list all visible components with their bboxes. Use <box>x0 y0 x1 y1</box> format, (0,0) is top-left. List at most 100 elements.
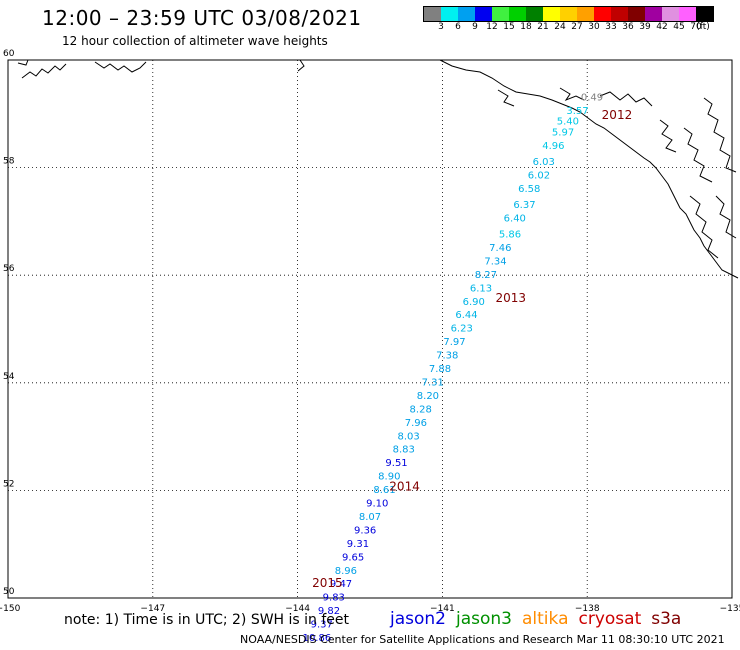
wave-height-value: 8.61 <box>373 485 395 496</box>
colorbar-label: 3 <box>438 22 444 32</box>
hour-label: 2014 <box>389 479 420 493</box>
lon-tick-label: −144 <box>285 604 310 614</box>
wave-height-value: 8.96 <box>335 566 357 577</box>
wave-height-value: 6.03 <box>533 157 555 168</box>
lat-tick-label: 50 <box>3 587 15 597</box>
coast-inlet <box>599 91 653 107</box>
colorbar-swatch <box>577 7 594 21</box>
wave-height-value: 5.40 <box>557 117 579 128</box>
wave-height-value: 8.03 <box>397 431 419 442</box>
wave-height-value: 6.90 <box>463 297 485 308</box>
colorbar-swatch <box>458 7 475 21</box>
colorbar-label: 9 <box>472 22 478 32</box>
wave-height-value: 8.20 <box>417 391 439 402</box>
colorbar-swatch <box>679 7 696 21</box>
wave-height-value: 6.40 <box>504 213 526 224</box>
colorbar-swatch <box>492 7 509 21</box>
wave-height-value: 7.96 <box>405 418 427 429</box>
colorbar-labels: 3 6 9 12 15 18 21 24 27 30 33 36 39 42 45 70 (ft) <box>423 22 733 34</box>
colorbar-swatch <box>509 7 526 21</box>
colorbar-label: 24 <box>554 22 566 32</box>
colorbar-label: 21 <box>537 22 549 32</box>
colorbar-label: 36 <box>622 22 634 32</box>
colorbar-label: 33 <box>605 22 617 32</box>
coast-island-fragment <box>297 59 305 72</box>
wave-height-value: 7.34 <box>484 256 506 267</box>
coast-southeast-islands <box>659 119 677 153</box>
hour-labels: 2012 2013 2014 2015 <box>312 108 632 590</box>
wave-height-value: 9.36 <box>354 525 376 536</box>
colorbar-swatch <box>543 7 560 21</box>
wave-height-value: 8.27 <box>475 270 497 281</box>
wave-height-value: 6.02 <box>528 170 550 181</box>
mission-label: cryosat <box>578 609 642 629</box>
colorbar-label: 27 <box>571 22 583 32</box>
wave-height-value: 7.88 <box>429 364 451 375</box>
coast-gulf-of-alaska <box>439 59 739 279</box>
wave-height-value: 9.31 <box>347 539 369 550</box>
coast-southeast-islands <box>689 195 719 259</box>
colorbar-swatch <box>424 7 441 21</box>
map-grid: −150 −147 −144 −141 −138 −135 50 52 54 56 58 60 <box>0 49 740 614</box>
colorbar-swatch <box>475 7 492 21</box>
wave-height-value: 7.97 <box>443 337 465 348</box>
hour-label: 2012 <box>602 108 633 122</box>
map-frame <box>7 59 733 599</box>
wave-height-value: 10.86 <box>303 633 332 644</box>
colorbar-swatch <box>662 7 679 21</box>
lat-tick-label: 54 <box>3 372 15 382</box>
lon-tick-label: −135 <box>720 604 740 614</box>
colorbar-swatch <box>560 7 577 21</box>
coast-west-fragment <box>21 63 67 79</box>
wave-height-value: 8.90 <box>378 472 400 483</box>
colorbar-label: 30 <box>588 22 600 32</box>
colorbar-label: 70 <box>690 22 702 32</box>
colorbar-label: 39 <box>639 22 651 32</box>
wave-height-value: 9.83 <box>323 593 345 604</box>
coast-inlet <box>559 87 585 102</box>
hour-label: 2015 <box>312 576 343 590</box>
lat-tick-label: 52 <box>3 479 14 489</box>
wave-height-value: 5.97 <box>552 127 574 138</box>
lon-tick-label: −138 <box>575 604 600 614</box>
wave-height-value: 9.51 <box>385 458 407 469</box>
lon-tick-label: −147 <box>140 604 165 614</box>
wave-height-value: 9.47 <box>330 579 352 590</box>
colorbar-label: 42 <box>656 22 668 32</box>
lat-tick-label: 60 <box>3 49 15 59</box>
colorbar-label: 12 <box>486 22 498 32</box>
wave-height-value: 8.28 <box>410 404 432 415</box>
colorbar-swatch <box>645 7 662 21</box>
alaska-coastline <box>17 59 739 279</box>
lon-tick-label: −150 <box>0 604 21 614</box>
lat-tick-label: 58 <box>3 157 15 167</box>
coast-southeast-mainland <box>703 97 737 173</box>
lat-tick-label: 56 <box>3 264 15 274</box>
wave-height-value: 6.23 <box>451 324 473 335</box>
wave-height-value: 7.38 <box>436 351 458 362</box>
wave-height-value: 6.58 <box>518 184 540 195</box>
page-title: 12:00 – 23:59 UTC 03/08/2021 <box>42 6 362 30</box>
colorbar-swatch <box>611 7 628 21</box>
wave-height-value: 8.07 <box>359 512 381 523</box>
colorbar-swatch <box>594 7 611 21</box>
wave-height-value: 6.37 <box>513 200 535 211</box>
coast-southeast-islands <box>683 127 713 183</box>
hour-label: 2013 <box>495 291 526 305</box>
wave-height-value: 5.86 <box>499 230 521 241</box>
mission-label: s3a <box>651 609 682 629</box>
wave-height-value: 3.57 <box>566 106 588 117</box>
coast-west-fragment <box>17 59 29 66</box>
page-subtitle: 12 hour collection of altimeter wave hei… <box>62 34 328 48</box>
wave-height-value: 9.10 <box>366 499 388 510</box>
colorbar <box>423 6 714 22</box>
wave-height-value: 7.31 <box>422 377 444 388</box>
colorbar-label: 18 <box>520 22 532 32</box>
colorbar-label: 45 <box>673 22 685 32</box>
credit-line: NOAA/NESDIS Center for Satellite Applica… <box>240 633 725 646</box>
footer-note: note: 1) Time is in UTC; 2) SWH is in fe… <box>64 612 350 628</box>
wave-height-value: 9.65 <box>342 552 364 563</box>
wave-height-value: 6.44 <box>455 310 477 321</box>
lon-tick-label: −141 <box>430 604 455 614</box>
altimeter-track: 0.49 3.575.405.97 4.96 6.03 6.02 6.58 6.37 6.40… <box>303 92 604 644</box>
